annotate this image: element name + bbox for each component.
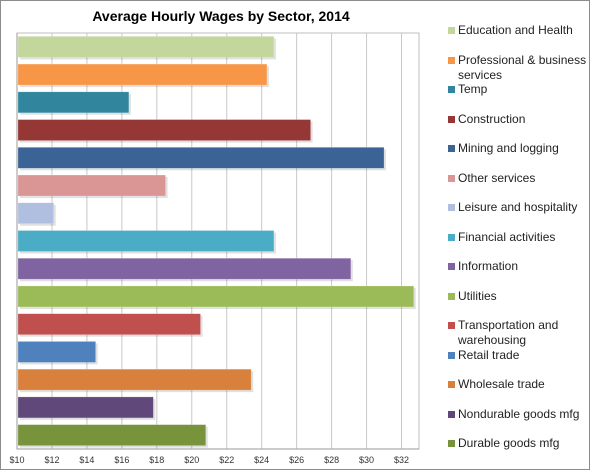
- legend-swatch: [448, 115, 455, 123]
- legend-swatch: [448, 410, 455, 418]
- bar: [17, 91, 130, 114]
- x-tick-label: $26: [289, 455, 304, 465]
- legend-label: Mining and logging: [458, 141, 559, 155]
- legend-swatch: [448, 204, 455, 211]
- legend-swatch: [448, 263, 455, 270]
- bar: [17, 313, 201, 336]
- bar: [17, 257, 352, 280]
- legend-swatch: [448, 381, 455, 388]
- legend-label: Financial activities: [458, 229, 556, 244]
- legend-swatch: [448, 440, 455, 447]
- bar: [17, 285, 415, 308]
- bar: [17, 368, 252, 391]
- legend-swatch: [448, 233, 455, 241]
- legend-label: Leisure and hospitality: [458, 200, 578, 214]
- legend-swatch: [448, 27, 455, 34]
- x-tick-label: $28: [324, 455, 339, 465]
- x-tick-label: $32: [394, 455, 409, 465]
- legend-label: Transportation and warehousing: [458, 318, 559, 347]
- legend-label: Temp: [458, 82, 488, 96]
- x-tick-label: $30: [359, 455, 374, 465]
- legend-swatch: [448, 351, 455, 359]
- legend-label: Utilities: [458, 288, 497, 303]
- legend-swatch: [448, 145, 455, 152]
- x-tick-label: $20: [184, 455, 199, 465]
- bar: [17, 341, 96, 363]
- legend-label: Nondurable goods mfg: [458, 406, 580, 421]
- bar: [17, 424, 207, 446]
- x-tick-label: $16: [114, 455, 129, 465]
- bar: [17, 396, 154, 419]
- legend-label: Professional & business services: [458, 52, 587, 82]
- bar: [17, 230, 275, 252]
- bar: [17, 174, 166, 197]
- legend-label: Other services: [458, 170, 536, 185]
- x-tick-label: $24: [254, 455, 269, 465]
- x-tick-label: $10: [9, 455, 24, 465]
- legend-swatch: [448, 56, 455, 64]
- legend-label: Wholesale trade: [458, 377, 545, 391]
- bar: [17, 36, 275, 58]
- x-tick-label: $18: [149, 455, 164, 465]
- legend-swatch: [448, 292, 455, 300]
- bar: [17, 147, 385, 169]
- bar: [17, 119, 311, 141]
- legend-swatch: [448, 322, 455, 329]
- x-tick-label: $12: [44, 455, 59, 465]
- legend-label: Retail trade: [458, 347, 520, 362]
- bar: [17, 202, 55, 225]
- x-tick-label: $14: [79, 455, 94, 465]
- legend-label: Information: [458, 259, 519, 273]
- legend-label: Construction: [458, 111, 526, 126]
- legend-label: Education and Health: [458, 23, 573, 37]
- legend-label: Durable goods mfg: [458, 436, 560, 450]
- bar: [17, 63, 268, 86]
- chart-title: Average Hourly Wages by Sector, 2014: [92, 8, 350, 24]
- legend-swatch: [448, 86, 455, 93]
- x-tick-label: $22: [219, 455, 234, 465]
- legend-swatch: [448, 174, 455, 182]
